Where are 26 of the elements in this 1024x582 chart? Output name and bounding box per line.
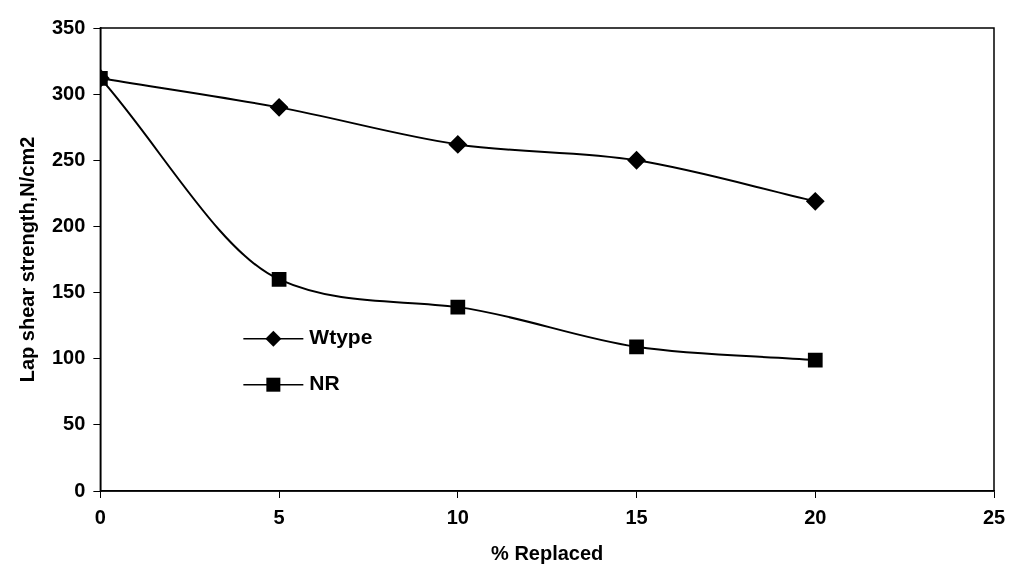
x-tick-label: 25	[982, 505, 1006, 528]
point	[807, 352, 823, 368]
x-tick-label: 20	[804, 505, 827, 528]
y-tick-label: 100	[51, 346, 86, 369]
point	[806, 192, 825, 211]
y-tick-label: 350	[51, 15, 86, 38]
point	[270, 98, 289, 117]
y-tick-label: 250	[51, 147, 86, 170]
y-tick-label: 0	[74, 478, 86, 501]
y-tick-label: 50	[63, 412, 86, 435]
point	[450, 299, 466, 315]
y-tick-label: 200	[51, 213, 86, 236]
legend-label: Wtype	[309, 325, 373, 349]
legend-label: NR	[309, 371, 340, 395]
x-tick-label: 10	[446, 505, 469, 528]
point	[627, 151, 646, 170]
point	[629, 339, 644, 355]
x-tick-label: 0	[94, 505, 106, 528]
point	[271, 271, 287, 287]
y-tick-label: 150	[51, 280, 86, 303]
x-tick-label: 5	[273, 505, 285, 528]
y-axis-title: Lap shear strength,N/cm2	[15, 136, 38, 383]
point	[448, 135, 467, 154]
x-tick-label: 15	[625, 505, 648, 528]
x-axis-title: % Replaced	[491, 541, 604, 564]
y-tick-label: 300	[51, 81, 86, 104]
